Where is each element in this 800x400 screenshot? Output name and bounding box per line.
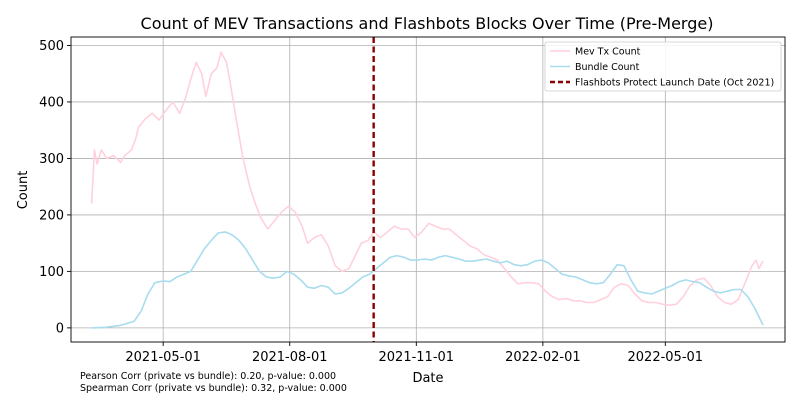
axis-ticks: 2021-05-01 2021-08-01 2021-11-01 2022-02-01… xyxy=(39,39,703,365)
y-axis-label: Count xyxy=(16,171,31,210)
x-tick-label: 2021-11-01 xyxy=(379,350,455,365)
legend-entry-0: Mev Tx Count xyxy=(575,47,641,58)
spearman-annotation: Spearman Corr (private vs bundle): 0.32,… xyxy=(80,383,347,394)
x-tick-label: 2022-05-01 xyxy=(628,350,704,365)
legend-entry-2: Flashbots Protect Launch Date (Oct 2021) xyxy=(575,78,774,89)
y-tick-label: 200 xyxy=(39,208,64,223)
y-tick-label: 300 xyxy=(39,152,64,167)
x-axis-label: Date xyxy=(412,371,443,386)
series-lines xyxy=(90,37,764,342)
x-tick-label: 2021-08-01 xyxy=(252,350,328,365)
series-line-0 xyxy=(90,51,764,307)
series-line-1 xyxy=(91,231,764,329)
y-tick-label: 0 xyxy=(56,321,64,336)
y-tick-label: 500 xyxy=(39,39,64,54)
legend-entry-1: Bundle Count xyxy=(575,62,640,73)
y-tick-label: 100 xyxy=(39,265,64,280)
y-tick-label: 400 xyxy=(39,95,64,110)
chart-title: Count of MEV Transactions and Flashbots … xyxy=(141,14,714,33)
plot-frame xyxy=(70,36,786,343)
pearson-annotation: Pearson Corr (private vs bundle): 0.20, … xyxy=(80,371,337,382)
x-tick-label: 2021-05-01 xyxy=(125,350,201,365)
legend-box xyxy=(544,41,782,92)
legend: Mev Tx Count Bundle Count Flashbots Protec… xyxy=(544,41,782,92)
x-tick-label: 2022-02-01 xyxy=(505,350,581,365)
